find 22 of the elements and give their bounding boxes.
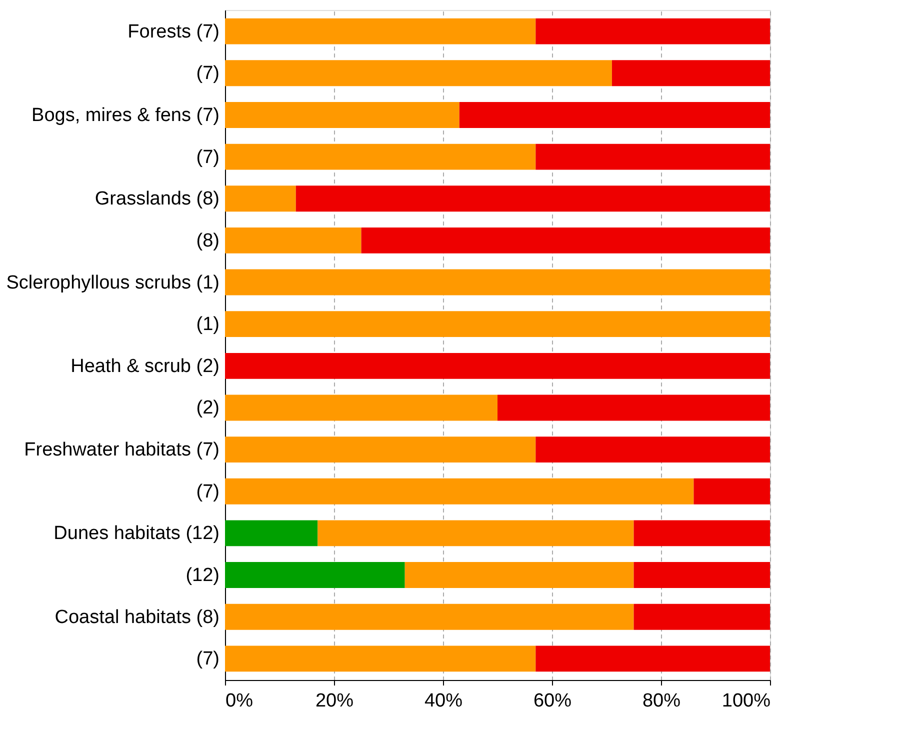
y-tick-label: Sclerophyllous scrubs (1)	[6, 272, 220, 294]
y-tick-label: (7)	[196, 63, 220, 84]
x-tick-label: 40%	[424, 690, 463, 712]
y-tick-label: Forests (7)	[128, 21, 220, 42]
y-tick-label: Bogs, mires & fens (7)	[32, 104, 220, 126]
y-tick-label: Freshwater habitats (7)	[24, 440, 220, 461]
x-tick-label: 0%	[226, 690, 254, 712]
y-tick-label: (1)	[196, 314, 220, 336]
y-tick-label: (2)	[196, 398, 220, 419]
y-tick-label: (7)	[196, 648, 220, 670]
y-tick-label: (12)	[186, 565, 220, 586]
y-tick-label: Heath & scrub (2)	[70, 356, 220, 377]
x-tick-label: 20%	[315, 690, 354, 712]
y-tick-label: Dunes habitats (12)	[54, 523, 220, 544]
y-tick-label: (7)	[196, 146, 220, 168]
y-tick-label: (8)	[196, 230, 220, 252]
y-tick-label: (7)	[196, 481, 220, 502]
x-tick-label: 60%	[533, 690, 572, 712]
y-tick-label: Grasslands (8)	[94, 188, 220, 210]
x-tick-label: 100%	[722, 690, 771, 712]
y-tick-label: Coastal habitats (8)	[54, 606, 220, 628]
x-tick-label: 80%	[642, 690, 681, 712]
